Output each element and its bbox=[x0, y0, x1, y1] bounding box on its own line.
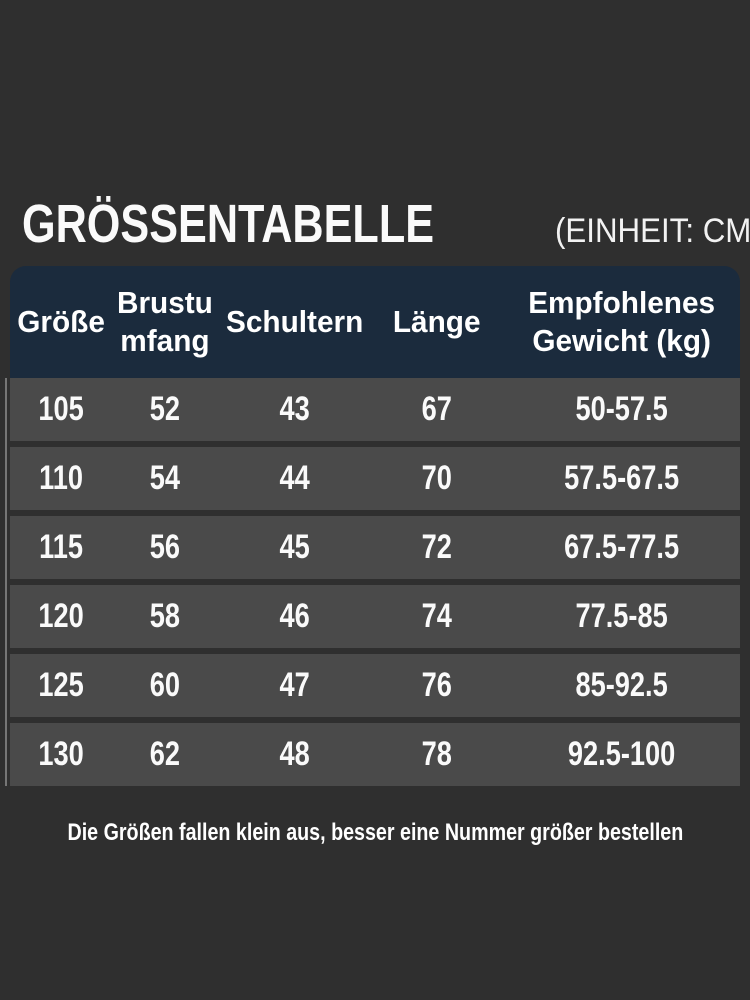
cell-schultern: 43 bbox=[279, 390, 310, 428]
table-row: 120 58 46 74 77.5-85 bbox=[10, 585, 740, 648]
cell-laenge: 74 bbox=[421, 597, 453, 635]
size-table: Größe Brustu mfang Schultern Länge Empfo… bbox=[10, 266, 740, 786]
cell-groesse: 110 bbox=[39, 459, 84, 497]
table-row: 130 62 48 78 92.5-100 bbox=[10, 723, 740, 786]
cell-laenge: 67 bbox=[421, 390, 453, 428]
cell-brustumfang: 52 bbox=[149, 390, 181, 428]
cell-groesse: 125 bbox=[38, 666, 84, 704]
cell-gewicht: 77.5-85 bbox=[575, 597, 668, 635]
table-row: 110 54 44 70 57.5-67.5 bbox=[10, 447, 740, 510]
cell-schultern: 48 bbox=[279, 735, 310, 773]
column-header-groesse: Größe bbox=[17, 304, 105, 340]
cell-gewicht: 57.5-67.5 bbox=[563, 459, 679, 497]
cell-schultern: 46 bbox=[279, 597, 310, 635]
cell-schultern: 44 bbox=[279, 459, 310, 497]
cell-laenge: 78 bbox=[421, 735, 453, 773]
cell-gewicht: 92.5-100 bbox=[567, 735, 676, 773]
cell-brustumfang: 56 bbox=[149, 528, 181, 566]
title-row: GRÖSSENTABELLE (EINHEIT: CM) bbox=[0, 196, 750, 252]
cell-brustumfang: 58 bbox=[149, 597, 181, 635]
size-note: Die Größen fallen klein aus, besser eine… bbox=[67, 819, 684, 846]
unit-label: (EINHEIT: CM) bbox=[555, 212, 750, 250]
table-body: 105 52 43 67 50-57.5 110 54 44 70 57.5-6… bbox=[10, 378, 740, 786]
table-header-row: Größe Brustu mfang Schultern Länge Empfo… bbox=[10, 266, 740, 378]
cell-gewicht: 67.5-77.5 bbox=[563, 528, 679, 566]
table-row: 105 52 43 67 50-57.5 bbox=[10, 378, 740, 441]
cell-schultern: 47 bbox=[279, 666, 310, 704]
cell-brustumfang: 54 bbox=[149, 459, 181, 497]
column-header-gewicht: Empfohlenes Gewicht (kg) bbox=[527, 285, 715, 358]
cell-schultern: 45 bbox=[279, 528, 310, 566]
table-left-edge-highlight bbox=[5, 378, 7, 786]
cell-gewicht: 50-57.5 bbox=[575, 390, 668, 428]
column-header-schultern: Schultern bbox=[226, 304, 364, 340]
cell-laenge: 72 bbox=[421, 528, 453, 566]
cell-brustumfang: 60 bbox=[149, 666, 181, 704]
cell-groesse: 105 bbox=[38, 390, 84, 428]
page-title: GRÖSSENTABELLE bbox=[22, 194, 435, 254]
cell-laenge: 70 bbox=[421, 459, 453, 497]
cell-groesse: 115 bbox=[39, 528, 84, 566]
column-header-laenge: Länge bbox=[393, 304, 481, 340]
column-header-brustumfang: Brustu mfang bbox=[117, 285, 214, 358]
cell-brustumfang: 62 bbox=[149, 735, 181, 773]
cell-gewicht: 85-92.5 bbox=[575, 666, 668, 704]
table-row: 125 60 47 76 85-92.5 bbox=[10, 654, 740, 717]
table-row: 115 56 45 72 67.5-77.5 bbox=[10, 516, 740, 579]
cell-groesse: 130 bbox=[38, 735, 84, 773]
cell-laenge: 76 bbox=[421, 666, 453, 704]
cell-groesse: 120 bbox=[38, 597, 84, 635]
